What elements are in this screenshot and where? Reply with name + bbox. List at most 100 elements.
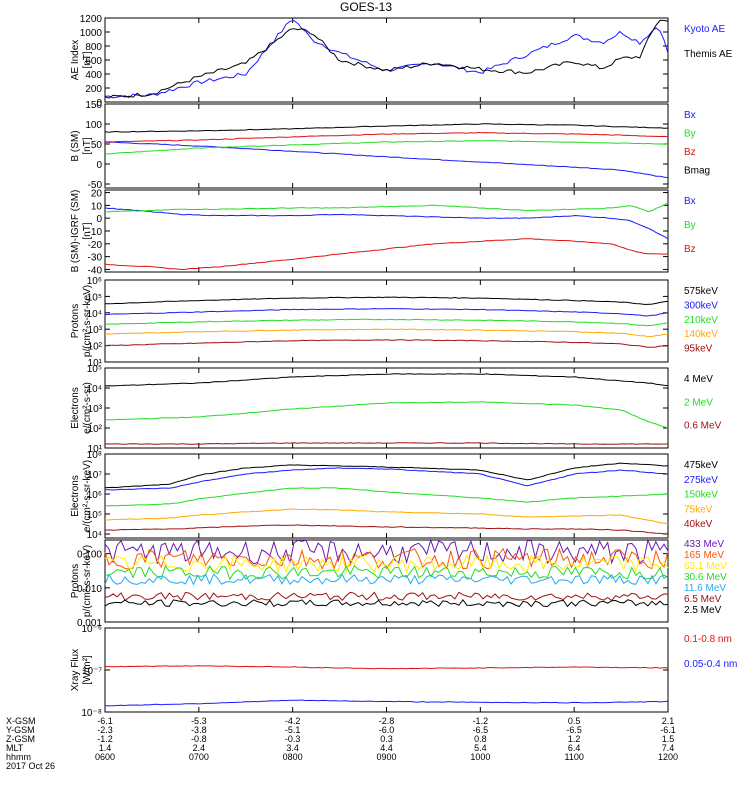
x-tick-label: -0.3 (285, 734, 301, 744)
x-tick-label: -6.1 (97, 716, 113, 726)
y-axis-unit: [nT] (82, 137, 93, 154)
x-tick-label: -5.1 (285, 725, 301, 735)
y-axis-unit: p/(cm²-s-sr-keV) (82, 285, 93, 357)
x-tick-label: -2.8 (379, 716, 395, 726)
x-tick-label: 0.5 (568, 716, 581, 726)
x-tick-label: -6.1 (660, 725, 676, 735)
series-line-protons_mev-3 (104, 564, 669, 581)
legend-label: 575keV (684, 286, 718, 297)
series-line-bsm-0 (104, 141, 669, 179)
series-line-protons-2 (104, 318, 669, 327)
legend-label: 0.6 MeV (684, 421, 722, 432)
x-tick-label: 2.4 (193, 743, 206, 753)
x-tick-label: -1.2 (473, 716, 489, 726)
x-tick-label: -6.5 (473, 725, 489, 735)
x-tick-label: -4.2 (285, 716, 301, 726)
legend-label: 0.05-0.4 nm (684, 659, 737, 670)
series-line-protons-4 (104, 339, 669, 348)
x-date-label: 2017 Oct 26 (6, 761, 55, 771)
series-line-xray-0 (104, 665, 669, 670)
y-tick-label: 10⁴ (87, 384, 102, 395)
y-axis-label: Electrons (70, 475, 81, 517)
y-tick-label: 10⁵ (87, 510, 102, 521)
y-tick-label: -10 (88, 227, 103, 238)
x-tick-label: 6.4 (568, 743, 581, 753)
x-tick-label: 2.1 (662, 716, 675, 726)
legend-label: By (684, 220, 696, 231)
legend-label: 95keV (684, 344, 713, 355)
series-line-electrons_mev-1 (104, 401, 669, 429)
x-tick-label: 1.5 (662, 734, 675, 744)
y-tick-label: 10⁻⁷ (82, 666, 102, 677)
y-tick-label: 10⁴ (87, 309, 102, 320)
x-row-label: Y-GSM (6, 725, 35, 735)
y-tick-label: 200 (85, 84, 102, 95)
panel-protons: 10¹ 10² 10³ 10⁴ 10⁵ 10⁶ Protons p/(cm²-s-sr-keV… (70, 276, 718, 369)
panel-electrons_kev: 10⁴ 10⁵ 10⁶ 10⁷ 10⁸ Electrons e/(cm²-s-sr-keV)… (70, 450, 718, 541)
series-line-bsm-2 (104, 131, 669, 143)
x-tick-label: -2.3 (97, 725, 113, 735)
legend-label: 11.6 MeV (684, 583, 726, 594)
x-tick-label: 0600 (95, 752, 115, 762)
y-tick-label: 10⁻⁸ (81, 708, 102, 719)
y-axis-label: B (SM) (70, 130, 81, 161)
legend-label: Bx (684, 196, 696, 207)
y-axis-unit: [nT] (82, 51, 93, 68)
legend-label: 275keV (684, 475, 718, 486)
y-axis-unit: [nT] (82, 222, 93, 239)
legend-label: 475keV (684, 460, 718, 471)
y-axis-label: AE Index (70, 40, 81, 81)
x-tick-label: 7.4 (662, 743, 675, 753)
legend-label: Bz (684, 244, 696, 255)
x-row-label: MLT (6, 743, 24, 753)
panel-xray: 10⁻⁸ 10⁻⁷ 10⁻⁶ Xray Flux [W/m²] 0.1-0.8 nm 0.0… (70, 624, 737, 719)
y-tick-label: -30 (88, 253, 103, 264)
series-line-protons_mev-1 (104, 547, 669, 571)
legend-label: Bmag (684, 166, 710, 177)
series-line-bsm-3 (104, 123, 669, 133)
panel-ae: 0 200 400 600 800 1000 1200 AE Index [nT] Kyoto A… (70, 14, 733, 109)
y-tick-label: 150 (85, 100, 102, 111)
series-line-electrons_kev-0 (104, 462, 669, 489)
x-tick-label: -6.5 (566, 725, 582, 735)
x-tick-label: -0.8 (191, 734, 207, 744)
y-tick-label: 10⁶ (87, 276, 102, 287)
legend-label: 210keV (684, 315, 718, 326)
y-tick-label: -20 (88, 240, 103, 251)
x-tick-label: -5.3 (191, 716, 207, 726)
legend-label: Bz (684, 147, 696, 158)
panel-frame (104, 627, 669, 713)
series-line-protons_mev-5 (104, 591, 669, 602)
y-tick-label: 10³ (88, 404, 103, 415)
series-line-electrons_kev-3 (104, 508, 669, 525)
y-tick-label: 10⁵ (87, 292, 102, 303)
panel-frame (104, 17, 669, 103)
x-tick-label: 1.4 (99, 743, 112, 753)
y-tick-label: 10⁷ (87, 470, 102, 481)
y-tick-label: 0 (96, 98, 102, 109)
x-row-label: hhmm (6, 752, 31, 762)
legend-label: 150keV (684, 490, 718, 501)
y-axis-unit: [W/m²] (82, 655, 93, 685)
y-tick-label: 0.010 (77, 584, 102, 595)
y-axis-label: Protons (70, 564, 81, 598)
series-line-electrons_kev-4 (104, 524, 668, 535)
x-row-label: X-GSM (6, 716, 36, 726)
legend-label: 2 MeV (684, 397, 713, 408)
y-tick-label: 0.001 (77, 618, 102, 629)
x-tick-label: -1.2 (97, 734, 113, 744)
y-tick-label: 1200 (80, 14, 103, 25)
x-tick-label: 1.2 (568, 734, 581, 744)
legend-label: 140keV (684, 329, 718, 340)
y-tick-label: -50 (88, 180, 103, 191)
x-tick-label: 1000 (470, 752, 490, 762)
x-tick-label: 4.4 (380, 743, 393, 753)
y-axis-unit: e/(cm²-s-sr-keV) (82, 460, 93, 532)
panel-electrons_mev: 10¹ 10² 10³ 10⁴ 10⁵ Electrons e/(cm²-s-sr) 4 Me… (70, 364, 722, 455)
legend-label: Bx (684, 110, 696, 121)
panel-frame (104, 539, 669, 623)
y-tick-label: 100 (85, 120, 102, 131)
legend-label: 40keV (684, 519, 713, 530)
y-tick-label: 1000 (80, 28, 103, 39)
